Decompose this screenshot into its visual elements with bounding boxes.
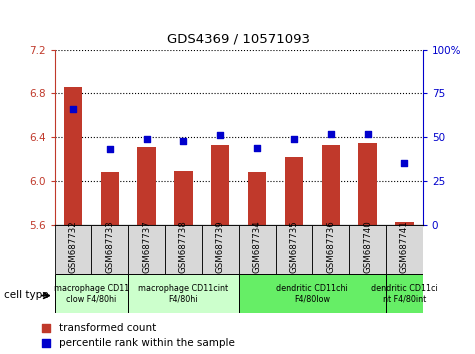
Bar xyxy=(349,225,386,274)
Bar xyxy=(128,274,238,313)
Text: cell type: cell type xyxy=(4,290,48,299)
Point xyxy=(319,123,327,129)
Point xyxy=(69,106,77,112)
Bar xyxy=(313,225,349,274)
Text: GSM687741: GSM687741 xyxy=(400,221,409,274)
Bar xyxy=(211,145,229,225)
Bar xyxy=(64,87,82,225)
Bar xyxy=(238,274,386,313)
Point xyxy=(217,133,224,138)
Bar xyxy=(285,157,303,225)
Bar xyxy=(238,225,276,274)
Bar xyxy=(202,225,238,274)
Bar xyxy=(55,274,128,313)
Text: transformed count: transformed count xyxy=(59,322,156,332)
Text: GSM687734: GSM687734 xyxy=(253,221,262,274)
Point xyxy=(400,161,408,166)
Bar xyxy=(91,225,128,274)
Text: percentile rank within the sample: percentile rank within the sample xyxy=(59,338,235,348)
Bar xyxy=(101,172,119,225)
Bar xyxy=(137,147,156,225)
Point xyxy=(319,268,327,274)
Text: GSM687736: GSM687736 xyxy=(326,221,335,274)
Bar xyxy=(386,274,423,313)
Point xyxy=(143,136,151,142)
Text: GSM687739: GSM687739 xyxy=(216,221,225,273)
Text: GSM687737: GSM687737 xyxy=(142,221,151,274)
Text: GSM687735: GSM687735 xyxy=(289,221,298,274)
Bar xyxy=(395,222,414,225)
Text: macrophage CD11
clow F4/80hi: macrophage CD11 clow F4/80hi xyxy=(54,284,129,303)
Bar xyxy=(276,225,313,274)
Bar xyxy=(322,145,340,225)
Text: GSM687732: GSM687732 xyxy=(68,221,77,274)
Point xyxy=(290,136,298,142)
Text: macrophage CD11cint
F4/80hi: macrophage CD11cint F4/80hi xyxy=(138,284,228,303)
Bar xyxy=(386,225,423,274)
Text: GSM687733: GSM687733 xyxy=(105,221,114,274)
Text: dendritic CD11ci
nt F4/80int: dendritic CD11ci nt F4/80int xyxy=(371,284,438,303)
Text: GSM687738: GSM687738 xyxy=(179,221,188,274)
Text: dendritic CD11chi
F4/80low: dendritic CD11chi F4/80low xyxy=(276,284,348,303)
Point xyxy=(327,131,334,137)
Title: GDS4369 / 10571093: GDS4369 / 10571093 xyxy=(167,33,310,46)
Point xyxy=(364,131,371,137)
Bar xyxy=(55,225,91,274)
Bar xyxy=(358,143,377,225)
Bar xyxy=(248,172,266,225)
Point xyxy=(106,147,114,152)
Bar xyxy=(174,171,193,225)
Point xyxy=(253,145,261,150)
Bar xyxy=(165,225,202,274)
Point xyxy=(180,138,187,143)
Bar xyxy=(128,225,165,274)
Text: GSM687740: GSM687740 xyxy=(363,221,372,274)
